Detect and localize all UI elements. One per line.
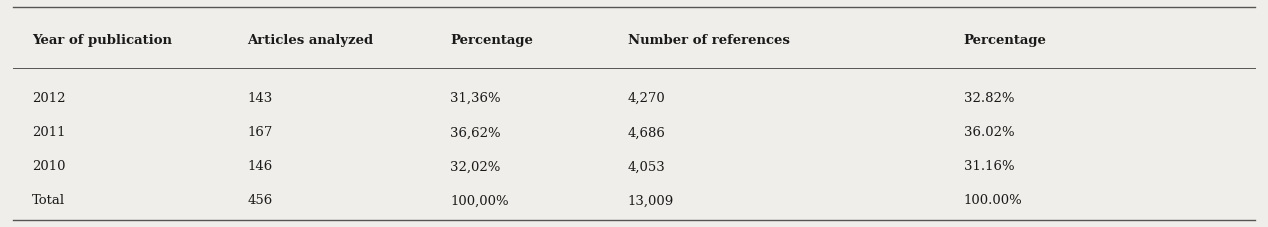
Text: 146: 146 [247,160,273,173]
Text: 36.02%: 36.02% [964,126,1014,139]
Text: Percentage: Percentage [450,34,533,47]
Text: 31,36%: 31,36% [450,92,501,105]
Text: 31.16%: 31.16% [964,160,1014,173]
Text: 36,62%: 36,62% [450,126,501,139]
Text: Articles analyzed: Articles analyzed [247,34,373,47]
Text: 456: 456 [247,194,273,207]
Text: Total: Total [32,194,65,207]
Text: 4,270: 4,270 [628,92,666,105]
Text: 2011: 2011 [32,126,65,139]
Text: 100,00%: 100,00% [450,194,508,207]
Text: Number of references: Number of references [628,34,790,47]
Text: 2010: 2010 [32,160,65,173]
Text: 32,02%: 32,02% [450,160,501,173]
Text: 13,009: 13,009 [628,194,673,207]
Text: Year of publication: Year of publication [32,34,171,47]
Text: 32.82%: 32.82% [964,92,1014,105]
Text: 167: 167 [247,126,273,139]
Text: 2012: 2012 [32,92,65,105]
Text: 4,053: 4,053 [628,160,666,173]
Text: 4,686: 4,686 [628,126,666,139]
Text: Percentage: Percentage [964,34,1046,47]
Text: 100.00%: 100.00% [964,194,1022,207]
Text: 143: 143 [247,92,273,105]
